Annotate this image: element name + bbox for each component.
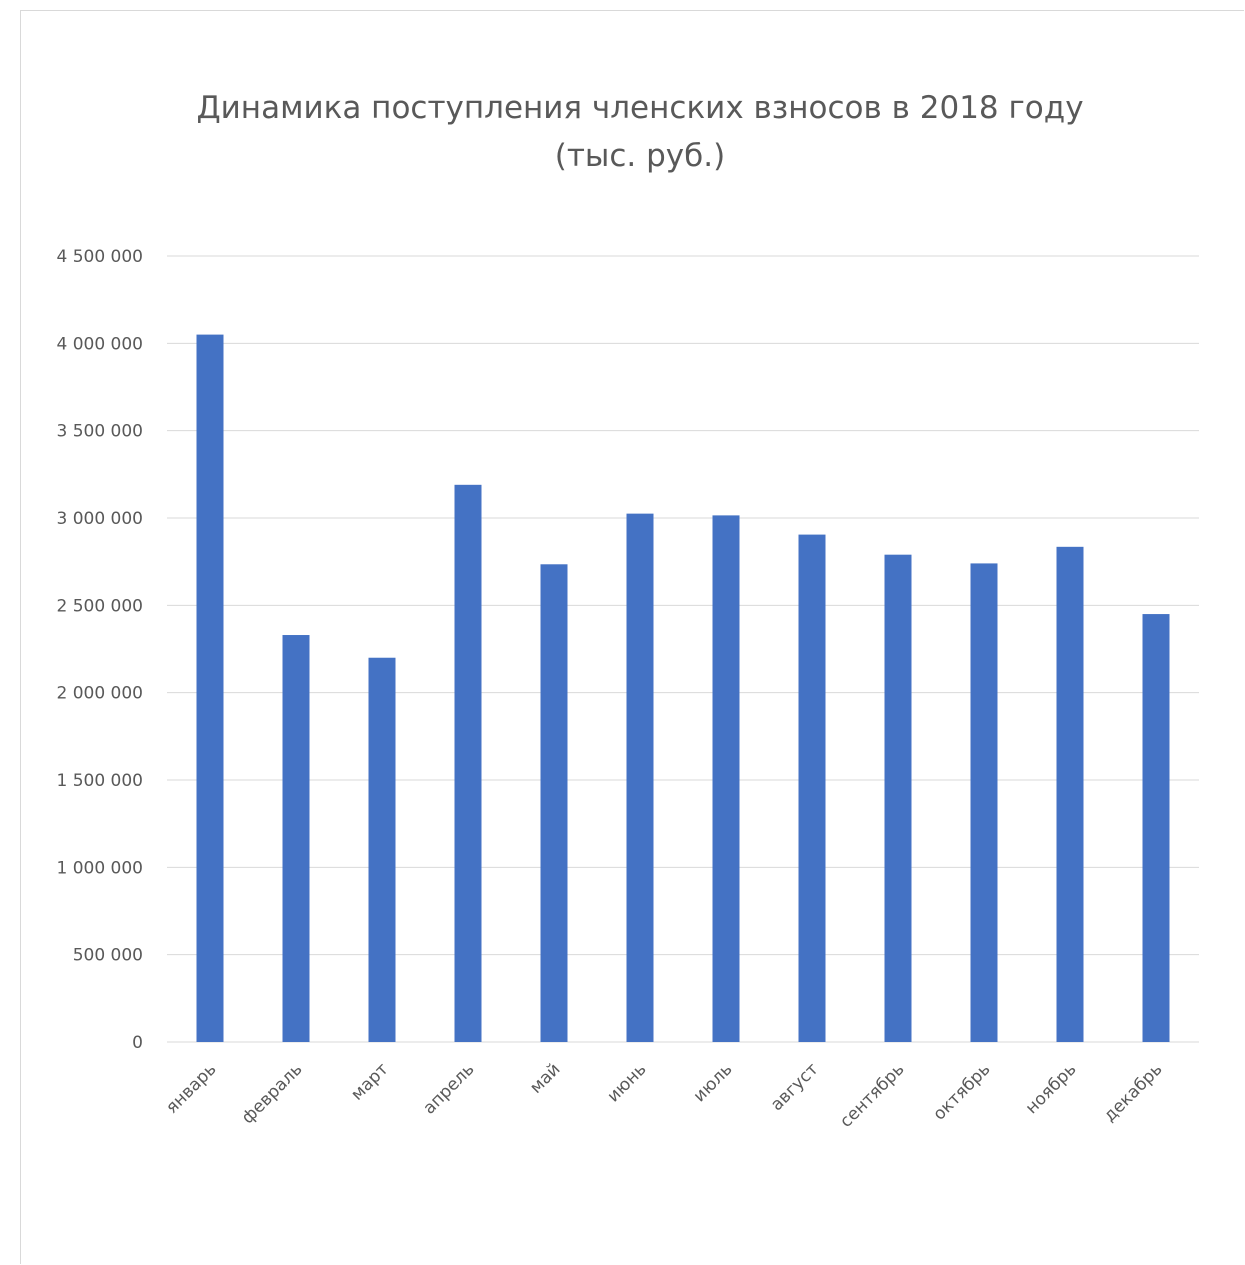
x-tick-label: апрель [419,1059,478,1118]
y-axis-ticks: 0 500 000 1 000 000 1 500 000 2 000 000 2 500… [56,247,143,1053]
y-tick-label: 4 500 000 [56,247,143,267]
bar-6 [626,513,654,1042]
x-tick-label: ноябрь [1022,1059,1081,1118]
bar-2 [282,635,310,1042]
x-tick-label: сентябрь [836,1059,908,1131]
gridlines [167,255,1199,1043]
chart-title: Динамика поступления членских взносов в … [196,90,1083,126]
x-tick-label: март [347,1059,392,1104]
bar-1 [196,334,224,1043]
bar-5 [540,564,568,1042]
y-tick-label: 2 000 000 [56,684,143,704]
bar-9 [884,554,912,1042]
x-tick-label: февраль [238,1059,307,1128]
x-tick-label: июнь [604,1059,651,1106]
bar-10 [970,563,998,1042]
y-tick-label: 3 000 000 [56,509,143,529]
y-tick-label: 4 000 000 [56,334,143,354]
y-tick-label: 1 500 000 [56,771,143,791]
y-tick-label: 3 500 000 [56,422,143,442]
x-axis-ticks: январь февраль март апрель май июнь июль август… [162,1059,1166,1131]
x-tick-label: август [767,1059,823,1115]
x-tick-label: январь [162,1059,220,1117]
x-tick-label: июль [690,1059,737,1106]
y-tick-label: 2 500 000 [56,596,143,616]
bar-8 [798,534,826,1042]
y-tick-label: 500 000 [73,946,143,966]
bar-12 [1142,614,1170,1042]
x-tick-label: декабрь [1100,1059,1167,1126]
bars [196,334,1170,1043]
x-tick-label: май [526,1059,564,1097]
bar-7 [712,515,740,1042]
bar-11 [1056,546,1084,1042]
y-tick-label: 1 000 000 [56,858,143,878]
chart-subtitle: (тыс. руб.) [555,138,725,174]
x-tick-label: октябрь [929,1059,994,1124]
bar-4 [454,484,482,1042]
bar-3 [368,657,396,1042]
y-tick-label: 0 [132,1033,143,1053]
